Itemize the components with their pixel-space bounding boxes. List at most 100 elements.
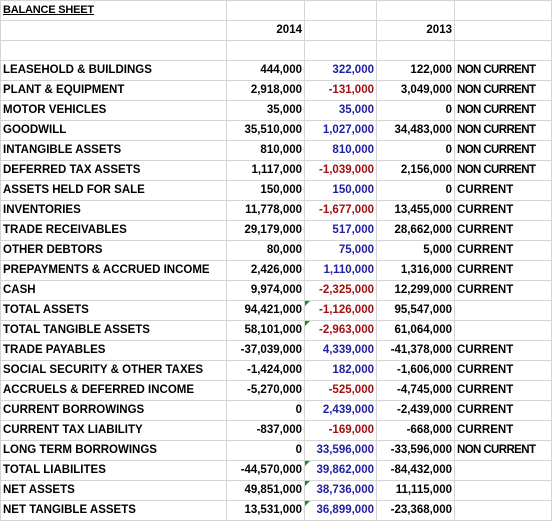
value-difference[interactable]: 182,000 — [304, 360, 377, 381]
value-2014[interactable]: 1,117,000 — [226, 160, 305, 181]
cell[interactable] — [376, 0, 455, 21]
value-2014[interactable]: 29,179,000 — [226, 220, 305, 241]
value-difference[interactable]: 33,596,000 — [304, 440, 377, 461]
classification[interactable]: CURRENT — [454, 340, 552, 361]
row-label[interactable]: ASSETS HELD FOR SALE — [0, 180, 227, 201]
row-label[interactable]: GOODWILL — [0, 120, 227, 141]
value-2013[interactable]: 2,156,000 — [376, 160, 455, 181]
header-2013[interactable]: 2013 — [376, 20, 455, 41]
row-label[interactable]: SOCIAL SECURITY & OTHER TAXES — [0, 360, 227, 381]
value-2014[interactable]: 0 — [226, 440, 305, 461]
value-2013[interactable]: 1,316,000 — [376, 260, 455, 281]
value-difference[interactable]: 322,000 — [304, 60, 377, 81]
classification[interactable]: CURRENT — [454, 280, 552, 301]
value-2013[interactable]: -1,606,000 — [376, 360, 455, 381]
value-difference[interactable]: -1,039,000 — [304, 160, 377, 181]
value-difference[interactable]: 810,000 — [304, 140, 377, 161]
value-2013[interactable]: -84,432,000 — [376, 460, 455, 481]
value-2013[interactable]: 12,299,000 — [376, 280, 455, 301]
row-label[interactable]: TRADE RECEIVABLES — [0, 220, 227, 241]
value-2013[interactable]: 122,000 — [376, 60, 455, 81]
classification[interactable]: NON CURRENT — [454, 140, 552, 161]
row-label[interactable]: ACCRUELS & DEFERRED INCOME — [0, 380, 227, 401]
value-2013[interactable]: 28,662,000 — [376, 220, 455, 241]
value-difference[interactable]: 38,736,000 — [304, 480, 377, 501]
classification[interactable]: CURRENT — [454, 200, 552, 221]
value-2013[interactable]: 0 — [376, 140, 455, 161]
cell[interactable] — [454, 20, 552, 41]
value-2014[interactable]: 2,918,000 — [226, 80, 305, 101]
row-label[interactable]: NET ASSETS — [0, 480, 227, 501]
value-2014[interactable]: 80,000 — [226, 240, 305, 261]
row-label[interactable]: TOTAL TANGIBLE ASSETS — [0, 320, 227, 341]
value-difference[interactable]: -1,677,000 — [304, 200, 377, 221]
classification[interactable] — [454, 300, 552, 321]
row-label[interactable]: TOTAL ASSETS — [0, 300, 227, 321]
value-2013[interactable]: 61,064,000 — [376, 320, 455, 341]
value-2014[interactable]: 2,426,000 — [226, 260, 305, 281]
value-2013[interactable]: -33,596,000 — [376, 440, 455, 461]
value-2014[interactable]: 9,974,000 — [226, 280, 305, 301]
value-difference[interactable]: 150,000 — [304, 180, 377, 201]
value-2014[interactable]: 35,510,000 — [226, 120, 305, 141]
value-2013[interactable]: -2,439,000 — [376, 400, 455, 421]
row-label[interactable]: INTANGIBLE ASSETS — [0, 140, 227, 161]
row-label[interactable]: DEFERRED TAX ASSETS — [0, 160, 227, 181]
value-difference[interactable]: 517,000 — [304, 220, 377, 241]
row-label[interactable]: LONG TERM BORROWINGS — [0, 440, 227, 461]
classification[interactable] — [454, 320, 552, 341]
row-label[interactable]: NET TANGIBLE ASSETS — [0, 500, 227, 521]
cell[interactable] — [304, 20, 377, 41]
value-2013[interactable]: 3,049,000 — [376, 80, 455, 101]
row-label[interactable]: CURRENT TAX LIABILITY — [0, 420, 227, 441]
value-2013[interactable]: 13,455,000 — [376, 200, 455, 221]
value-2014[interactable]: 444,000 — [226, 60, 305, 81]
value-difference[interactable]: -525,000 — [304, 380, 377, 401]
cell[interactable] — [304, 0, 377, 21]
classification[interactable] — [454, 500, 552, 521]
value-2013[interactable]: -668,000 — [376, 420, 455, 441]
value-2014[interactable]: 49,851,000 — [226, 480, 305, 501]
cell[interactable] — [0, 20, 227, 41]
value-2013[interactable]: -41,378,000 — [376, 340, 455, 361]
value-2013[interactable]: 5,000 — [376, 240, 455, 261]
cell[interactable] — [0, 40, 227, 61]
value-2013[interactable]: 34,483,000 — [376, 120, 455, 141]
cell[interactable] — [226, 0, 305, 21]
classification[interactable]: CURRENT — [454, 260, 552, 281]
value-difference[interactable]: 39,862,000 — [304, 460, 377, 481]
classification[interactable]: NON CURRENT — [454, 100, 552, 121]
value-2013[interactable]: -23,368,000 — [376, 500, 455, 521]
value-2013[interactable]: 11,115,000 — [376, 480, 455, 501]
value-difference[interactable]: -169,000 — [304, 420, 377, 441]
value-2013[interactable]: 0 — [376, 100, 455, 121]
cell[interactable] — [454, 40, 552, 61]
row-label[interactable]: LEASEHOLD & BUILDINGS — [0, 60, 227, 81]
row-label[interactable]: CURRENT BORROWINGS — [0, 400, 227, 421]
value-2014[interactable]: -5,270,000 — [226, 380, 305, 401]
row-label[interactable]: MOTOR VEHICLES — [0, 100, 227, 121]
value-2013[interactable]: -4,745,000 — [376, 380, 455, 401]
cell[interactable] — [376, 40, 455, 61]
value-difference[interactable]: 75,000 — [304, 240, 377, 261]
value-2014[interactable]: 150,000 — [226, 180, 305, 201]
row-label[interactable]: TOTAL LIABILITES — [0, 460, 227, 481]
header-2014[interactable]: 2014 — [226, 20, 305, 41]
value-2013[interactable]: 0 — [376, 180, 455, 201]
row-label[interactable]: PLANT & EQUIPMENT — [0, 80, 227, 101]
classification[interactable]: CURRENT — [454, 400, 552, 421]
classification[interactable]: CURRENT — [454, 240, 552, 261]
value-2014[interactable]: 11,778,000 — [226, 200, 305, 221]
classification[interactable]: CURRENT — [454, 420, 552, 441]
classification[interactable]: NON CURRENT — [454, 440, 552, 461]
row-label[interactable]: CASH — [0, 280, 227, 301]
value-difference[interactable]: 4,339,000 — [304, 340, 377, 361]
value-2014[interactable]: 35,000 — [226, 100, 305, 121]
value-difference[interactable]: 1,027,000 — [304, 120, 377, 141]
cell[interactable] — [454, 0, 552, 21]
value-difference[interactable]: -2,325,000 — [304, 280, 377, 301]
cell[interactable] — [304, 40, 377, 61]
sheet-title[interactable]: BALANCE SHEET — [0, 0, 227, 21]
classification[interactable]: NON CURRENT — [454, 160, 552, 181]
value-2014[interactable]: 13,531,000 — [226, 500, 305, 521]
